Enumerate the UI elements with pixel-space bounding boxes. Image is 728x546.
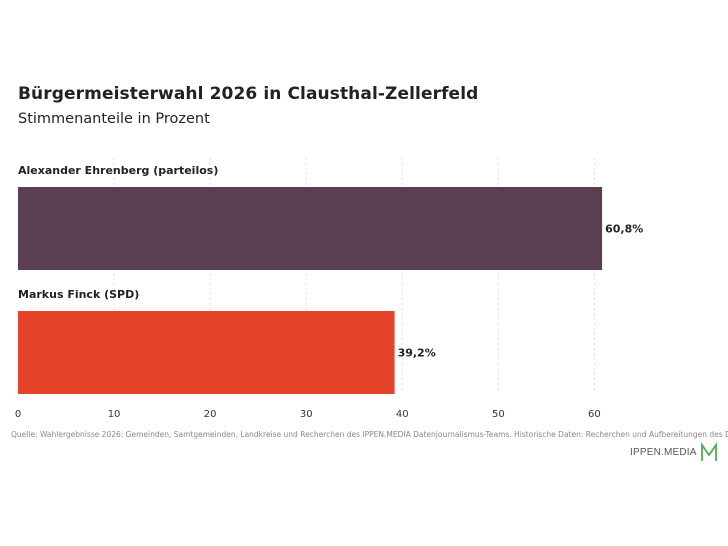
- x-tick-label: 40: [396, 409, 409, 420]
- gridlines: [113, 158, 595, 390]
- x-tick-label: 60: [588, 409, 601, 420]
- chart-subtitle: Stimmenanteile in Prozent: [18, 111, 210, 127]
- brand: IPPEN.MEDIA: [630, 441, 718, 463]
- x-tick-label: 30: [300, 409, 313, 420]
- labels: Alexander Ehrenberg (parteilos) 60,8% Mark…: [18, 164, 643, 360]
- bar: [18, 187, 603, 270]
- bars: [18, 187, 603, 394]
- category-label: Alexander Ehrenberg (parteilos): [18, 164, 218, 177]
- x-tick-label: 0: [15, 409, 21, 420]
- brand-name: IPPEN.MEDIA: [630, 446, 697, 458]
- value-label: 60,8%: [605, 223, 643, 236]
- ippen-media-logo-icon: [700, 442, 717, 461]
- value-label: 39,2%: [398, 347, 436, 360]
- bar: [18, 311, 395, 394]
- x-tick-label: 50: [492, 409, 505, 420]
- source-note: Quelle: Wahlergebnisse 2026: Gemeinden, …: [11, 430, 728, 439]
- category-label: Markus Finck (SPD): [18, 288, 139, 301]
- x-tick-label: 20: [204, 409, 217, 420]
- x-axis-ticks: 0 10 20 30 40 50 60: [15, 409, 601, 420]
- x-tick-label: 10: [108, 409, 121, 420]
- chart-title: Bürgermeisterwahl 2026 in Clausthal-Zell…: [18, 84, 479, 104]
- bar-chart: Alexander Ehrenberg (parteilos) 60,8% Mark…: [15, 158, 643, 420]
